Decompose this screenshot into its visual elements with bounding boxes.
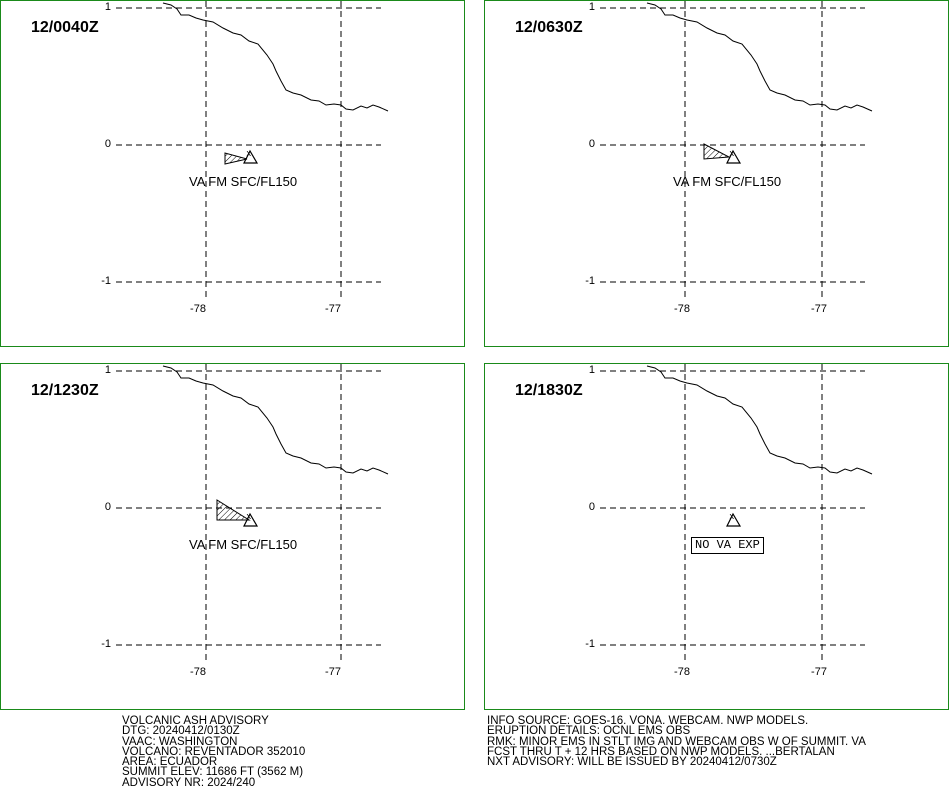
lon-label: -77 bbox=[325, 303, 341, 315]
lon-label: -78 bbox=[674, 666, 690, 678]
lat-label: -1 bbox=[585, 638, 595, 650]
lat-label: 1 bbox=[104, 1, 111, 13]
lat-label: 0 bbox=[588, 138, 595, 150]
advisory-line: VAAC: WASHINGTON bbox=[122, 735, 238, 748]
lon-label: -77 bbox=[325, 666, 341, 678]
volcano-icon: x bbox=[726, 511, 742, 527]
advisory-line: RMK: MINOR EMS IN STLT IMG AND WEBCAM OB… bbox=[487, 735, 866, 748]
lon-label: -78 bbox=[190, 303, 206, 315]
svg-text:x: x bbox=[247, 511, 252, 521]
advisory-line: INFO SOURCE: GOES-16. VONA. WEBCAM. NWP … bbox=[487, 715, 809, 727]
advisory-line: NXT ADVISORY: WILL BE ISSUED BY 20240412… bbox=[487, 756, 777, 769]
lon-label: -77 bbox=[811, 666, 827, 678]
advisory-line: VOLCANIC ASH ADVISORY bbox=[122, 715, 269, 727]
advisory-line: VOLCANO: REVENTADOR 352010 bbox=[122, 745, 306, 758]
svg-text:x: x bbox=[730, 511, 735, 521]
svg-text:x: x bbox=[247, 148, 252, 158]
ash-cloud bbox=[224, 152, 248, 165]
volcano-icon: x bbox=[243, 148, 259, 164]
advisory-line: FCST THRU T + 12 HRS BASED ON NWP MODELS… bbox=[487, 745, 835, 758]
lat-label: 1 bbox=[104, 364, 111, 376]
map-panel-1: x 12/0040Z 1 0 -1 -78 -77 VA FM SFC/FL15… bbox=[0, 0, 465, 347]
svg-text:x: x bbox=[730, 148, 735, 158]
coastline bbox=[162, 365, 389, 475]
grid bbox=[600, 364, 865, 660]
lat-label: 0 bbox=[588, 501, 595, 513]
valid-time: 12/0630Z bbox=[515, 19, 583, 36]
advisory-line: DTG: 20240412/0130Z bbox=[122, 725, 240, 738]
advisory-line: ERUPTION DETAILS: OCNL EMS OBS bbox=[487, 725, 691, 738]
valid-time: 12/1230Z bbox=[31, 382, 99, 399]
lat-label: -1 bbox=[101, 275, 111, 287]
grid bbox=[116, 364, 381, 660]
va-label: VA FM SFC/FL150 bbox=[673, 174, 782, 189]
coastline bbox=[646, 365, 873, 475]
map-panel-2: x 12/0630Z 1 0 -1 -78 -77 VA FM SFC/FL15… bbox=[484, 0, 949, 347]
lon-label: -78 bbox=[674, 303, 690, 315]
ash-cloud bbox=[216, 499, 251, 521]
lat-label: 1 bbox=[588, 364, 595, 376]
lat-label: 0 bbox=[104, 501, 111, 513]
coastline bbox=[646, 2, 873, 112]
map-canvas: x bbox=[116, 364, 389, 660]
map-canvas: x bbox=[116, 1, 389, 297]
lon-label: -77 bbox=[811, 303, 827, 315]
advisory-header-left: VOLCANIC ASH ADVISORY DTG: 20240412/0130… bbox=[122, 715, 306, 789]
lat-label: 1 bbox=[588, 1, 595, 13]
coastline bbox=[162, 2, 389, 112]
lat-label: -1 bbox=[585, 275, 595, 287]
grid bbox=[600, 1, 865, 297]
advisory-line: AREA: ECUADOR bbox=[122, 756, 218, 769]
va-label: VA FM SFC/FL150 bbox=[189, 537, 298, 552]
lat-label: 0 bbox=[104, 138, 111, 150]
ash-cloud bbox=[703, 143, 731, 160]
valid-time: 12/1830Z bbox=[515, 382, 583, 399]
va-label: VA FM SFC/FL150 bbox=[189, 174, 298, 189]
volcano-icon: x bbox=[243, 511, 259, 527]
map-panel-3: x 12/1230Z 1 0 -1 -78 -77 VA FM SFC/FL15… bbox=[0, 363, 465, 710]
valid-time: 12/0040Z bbox=[31, 19, 99, 36]
advisory-line: ADVISORY NR: 2024/240 bbox=[122, 776, 256, 789]
grid bbox=[116, 1, 381, 297]
map-panel-4: x 12/1830Z 1 0 -1 -78 -77 NO VA EXP bbox=[484, 363, 949, 710]
no-va-box: NO VA EXP bbox=[691, 537, 764, 554]
map-canvas: x bbox=[600, 1, 873, 297]
advisory-details-right: INFO SOURCE: GOES-16. VONA. WEBCAM. NWP … bbox=[487, 715, 866, 769]
volcano-icon: x bbox=[726, 148, 742, 164]
lat-label: -1 bbox=[101, 638, 111, 650]
lon-label: -78 bbox=[190, 666, 206, 678]
map-canvas: x bbox=[600, 364, 873, 660]
advisory-line: SUMMIT ELEV: 11686 FT (3562 M) bbox=[122, 766, 304, 779]
